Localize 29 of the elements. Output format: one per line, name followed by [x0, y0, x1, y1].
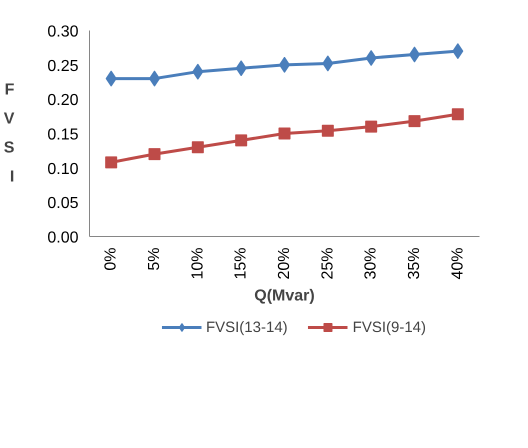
x-tick-label: 0% — [102, 248, 120, 271]
y-tick-label: 0.20 — [47, 92, 79, 110]
y-tick-label: 0.10 — [47, 160, 79, 178]
x-tick-label: 35% — [406, 247, 423, 280]
legend-label: FVSI(13-14) — [206, 318, 288, 336]
point — [105, 156, 118, 168]
legend-label: FVSI(9-14) — [352, 318, 426, 336]
x-tick-label: 30% — [362, 247, 380, 280]
x-tick-label: 20% — [276, 247, 293, 280]
x-tick-label: 40% — [449, 247, 466, 280]
y-axis-title: FVSI — [4, 82, 15, 186]
point — [365, 120, 378, 133]
y-tick-label: 0.15 — [47, 126, 79, 144]
point — [235, 134, 248, 146]
point — [148, 148, 160, 160]
x-axis-title: Q(Mvar) — [254, 288, 315, 305]
point — [322, 124, 334, 137]
x-tick-label: 25% — [319, 247, 336, 280]
y-tick-label: 0.25 — [47, 58, 79, 75]
y-tick-label: 0.05 — [47, 195, 79, 212]
point — [278, 128, 290, 140]
x-tick-label: 5% — [146, 248, 163, 271]
point — [192, 141, 204, 154]
y-tick-label: 0.00 — [47, 230, 79, 246]
point — [408, 115, 420, 128]
x-tick-label: 10% — [189, 247, 206, 280]
y-tick-label: 0.30 — [47, 24, 79, 40]
x-tick-label: 15% — [232, 247, 250, 280]
point — [452, 108, 464, 120]
